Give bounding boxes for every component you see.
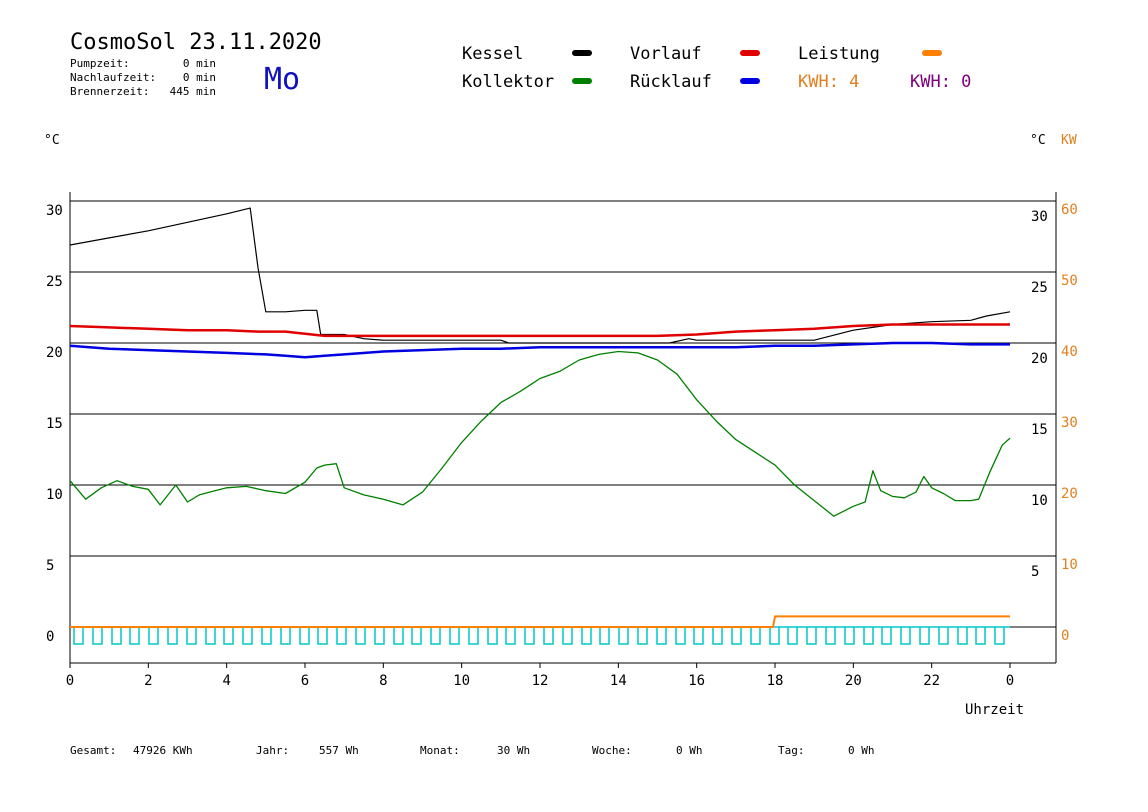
x-tick-label: 0 xyxy=(66,673,74,689)
x-tick-label: 0 xyxy=(1006,673,1014,689)
y-tick-left: 10 xyxy=(46,487,63,503)
gesamt-value: 47926 KWh xyxy=(133,744,193,757)
x-tick-label: 18 xyxy=(767,673,784,689)
brennerzeit-value: 445 min xyxy=(170,85,216,98)
y2-tick: 10 xyxy=(1061,557,1078,573)
monat-value: 30 Wh xyxy=(497,744,530,757)
tag-label: Tag: xyxy=(778,744,805,757)
x-tick-label: 6 xyxy=(301,673,309,689)
left-unit-label: °C xyxy=(44,133,60,148)
y2-tick: 60 xyxy=(1061,202,1078,218)
legend-kollektor: Kollektor xyxy=(462,72,554,92)
y-tick-left: 25 xyxy=(46,274,63,290)
woche-label: Woche: xyxy=(592,744,632,757)
x-tick-label: 12 xyxy=(532,673,549,689)
legend-kwh2: KWH: 0 xyxy=(910,72,971,92)
y2-tick: 30 xyxy=(1061,415,1078,431)
y-tick-left: 5 xyxy=(46,558,54,574)
y2-tick: 50 xyxy=(1061,273,1078,289)
x-axis-label: Uhrzeit xyxy=(965,702,1024,718)
y-tick-left: 30 xyxy=(46,203,63,219)
monat-label: Monat: xyxy=(420,744,460,757)
pumpzeit-label: Pumpzeit: xyxy=(70,57,130,70)
y-tick-right: 20 xyxy=(1031,351,1048,367)
jahr-label: Jahr: xyxy=(256,744,289,757)
y-tick-right: 15 xyxy=(1031,422,1048,438)
right-tick-labels: 5 10 15 20 25 30 xyxy=(1031,209,1048,580)
y-tick-right: 25 xyxy=(1031,280,1048,296)
series-lines xyxy=(69,207,1011,628)
weekday-label: Mo xyxy=(264,62,300,97)
jahr-value: 557 Wh xyxy=(319,744,359,757)
legend-kessel: Kessel xyxy=(462,44,523,64)
legend-vorlauf: Vorlauf xyxy=(630,44,702,64)
x-tick-label: 2 xyxy=(144,673,152,689)
y-tick-left: 0 xyxy=(46,629,54,645)
y2-tick: 0 xyxy=(1061,628,1069,644)
brennerzeit-label: Brennerzeit: xyxy=(70,85,149,98)
nachlaufzeit-label: Nachlaufzeit: xyxy=(70,71,156,84)
footer-stats: Gesamt: 47926 KWh Jahr: 557 Wh Monat: 30… xyxy=(70,744,875,757)
y-tick-right: 5 xyxy=(1031,564,1039,580)
legend-kwh1: KWH: 4 xyxy=(798,72,859,92)
tag-value: 0 Wh xyxy=(848,744,875,757)
y-tick-left: 15 xyxy=(46,416,63,432)
series-leistung xyxy=(70,615,1010,628)
pump-signal xyxy=(70,626,1010,645)
x-tick-labels: 0 2 4 6 8 10 12 14 16 18 20 22 0 xyxy=(66,663,1014,689)
pump-pulses xyxy=(73,627,1005,645)
y2-tick: 40 xyxy=(1061,344,1078,360)
series-kessel xyxy=(69,207,1011,344)
x-tick-label: 22 xyxy=(923,673,940,689)
series-kollektor xyxy=(69,350,1011,517)
series-ruecklauf xyxy=(69,341,1010,359)
woche-value: 0 Wh xyxy=(676,744,703,757)
x-tick-label: 16 xyxy=(688,673,705,689)
x-tick-label: 20 xyxy=(845,673,862,689)
series-vorlauf xyxy=(69,323,1010,338)
y-tick-left: 20 xyxy=(46,345,63,361)
x-tick-label: 8 xyxy=(379,673,387,689)
right2-tick-labels: 0 10 20 30 40 50 60 xyxy=(1061,202,1078,644)
legend-leistung: Leistung xyxy=(798,44,880,64)
left-tick-labels: 0 5 10 15 20 25 30 xyxy=(46,203,63,645)
x-tick-label: 14 xyxy=(610,673,627,689)
pumpzeit-value: 0 min xyxy=(183,57,216,70)
x-tick-label: 10 xyxy=(453,673,470,689)
right-unit-label: °C xyxy=(1030,133,1046,148)
nachlaufzeit-value: 0 min xyxy=(183,71,216,84)
x-tick-label: 4 xyxy=(222,673,230,689)
y-tick-right: 30 xyxy=(1031,209,1048,225)
y-tick-right: 10 xyxy=(1031,493,1048,509)
app-title: CosmoSol 23.11.2020 xyxy=(70,30,322,55)
gridlines xyxy=(70,200,1056,628)
right-unit2-label: KW xyxy=(1061,133,1077,148)
y2-tick: 20 xyxy=(1061,486,1078,502)
legend-ruecklauf: Rücklauf xyxy=(630,72,712,92)
gesamt-label: Gesamt: xyxy=(70,744,116,757)
